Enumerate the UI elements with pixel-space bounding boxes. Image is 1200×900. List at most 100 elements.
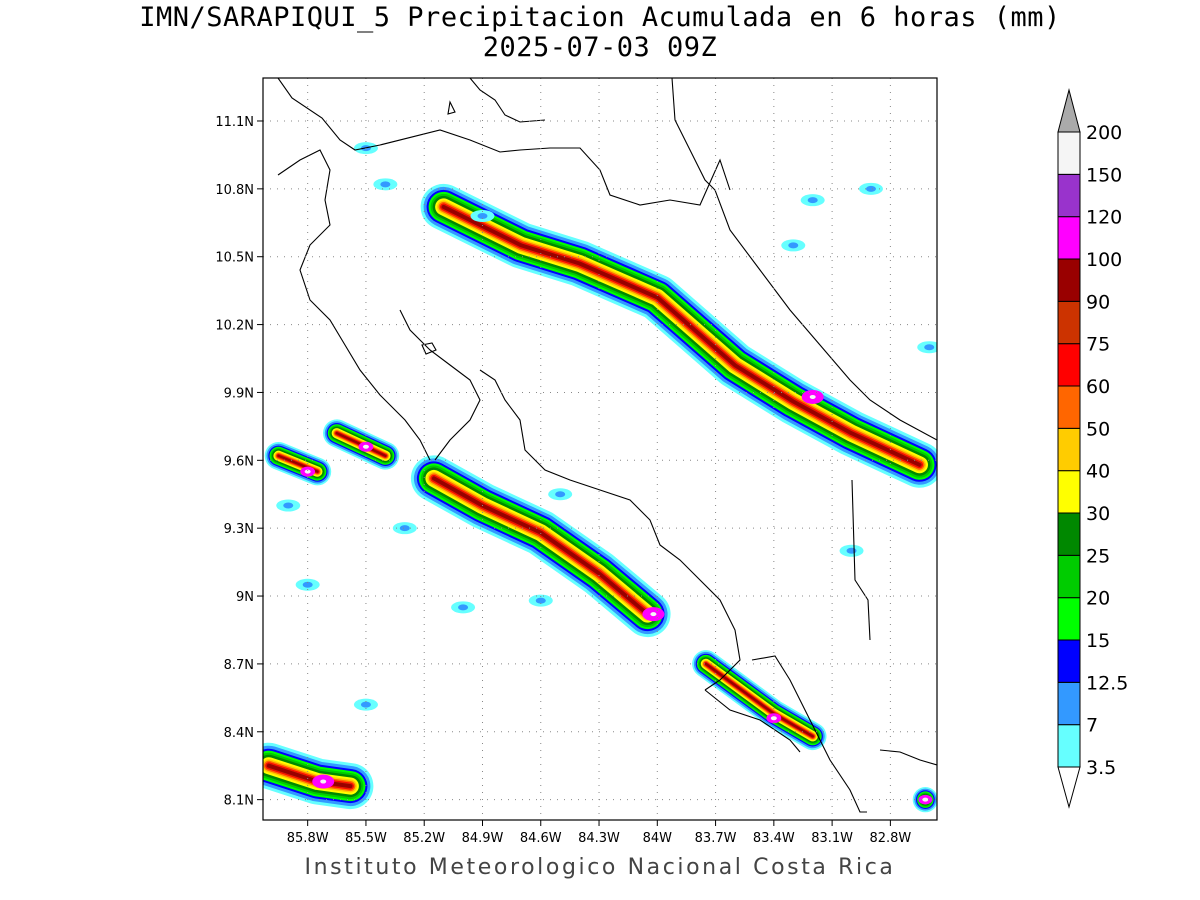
light-shower-core (302, 581, 313, 588)
light-shower-core (807, 197, 818, 204)
lon-tick-label: 84W (643, 831, 673, 846)
colorbar-label: 25 (1086, 545, 1110, 567)
colorbar-label: 40 (1086, 461, 1110, 483)
osa-coast (704, 689, 801, 753)
lake-island (447, 100, 456, 115)
lon-tick-label: 83.1W (811, 831, 853, 846)
nicoya-band-2 (322, 419, 400, 470)
lon-tick-label: 85.5W (345, 831, 387, 846)
colorbar-swatch (1057, 131, 1081, 175)
light-shower-core (924, 344, 935, 351)
colorbar-label: 15 (1086, 630, 1110, 652)
precip-peak-core (362, 444, 369, 449)
precip-peak-core (304, 469, 311, 474)
map-frame (262, 77, 938, 821)
lat-tick-label: 10.5N (215, 251, 254, 266)
precip-contour (431, 476, 650, 617)
light-shower-core (360, 701, 371, 708)
lat-tick-label: 9N (236, 590, 254, 605)
lat-tick-label: 10.2N (215, 319, 254, 334)
longitude-tick-labels: 85.8W 85.5W 85.2W 84.9W 84.6W 84.3W 84W 83.7W 83… (287, 820, 911, 846)
light-shower-core (555, 491, 566, 498)
precip-peak-core (922, 797, 929, 802)
colorbar-label: 7 (1086, 715, 1098, 737)
colorbar-label: 120 (1086, 207, 1122, 229)
colorbar-swatch (1057, 385, 1081, 429)
lon-tick-label: 84.6W (520, 831, 562, 846)
panama-border (851, 479, 871, 641)
caribbean-coast (671, 78, 937, 441)
colorbar-swatch (1057, 470, 1081, 514)
light-shower-core (865, 185, 876, 192)
lon-tick-label: 84.9W (462, 831, 504, 846)
precip-peak-core (650, 612, 657, 617)
colorbar-swatch (1057, 173, 1081, 218)
lat-tick-label: 8.4N (224, 726, 254, 741)
colorbar-label: 20 (1086, 588, 1110, 610)
central-pacific-coast (479, 369, 741, 691)
se-corner-cell (912, 786, 937, 813)
colorbar-label: 90 (1086, 291, 1110, 313)
precip-peak-core (770, 716, 777, 721)
lon-tick-label: 84.3W (578, 831, 620, 846)
colorbar-arrow-low (1057, 766, 1081, 809)
lat-tick-label: 9.6N (224, 454, 254, 469)
pacific-coast-north (277, 149, 431, 461)
lat-tick-label: 8.1N (224, 794, 254, 809)
colorbar-swatch (1057, 300, 1081, 345)
nicaragua-lake-shore (469, 78, 546, 123)
colorbar-swatch (1057, 639, 1081, 683)
light-shower-core (283, 502, 294, 509)
colorbar-arrow-high (1057, 88, 1081, 133)
colorbar-swatch (1057, 597, 1081, 641)
map-subtitle-time: 2025-07-03 09Z (482, 32, 718, 63)
colorbar-label: 100 (1086, 249, 1122, 271)
precip-peak-core (320, 779, 327, 784)
lat-tick-label: 10.8N (215, 183, 254, 198)
colorbar-label: 50 (1086, 418, 1110, 440)
coastline-borders (277, 78, 937, 813)
central-pacific-band (410, 455, 671, 638)
lat-tick-label: 11.1N (215, 115, 254, 130)
footer-credit: Instituto Meteorologico Nacional Costa R… (304, 855, 896, 880)
nicaragua-coast (277, 78, 731, 206)
lat-tick-label: 8.7N (224, 658, 254, 673)
latitude-tick-labels: 11.1N 10.8N 10.5N 10.2N 9.9N 9.6N 9.3N 9N 8.7N 8.… (215, 115, 263, 809)
precip-contour (441, 204, 922, 467)
light-shower-core (458, 604, 469, 611)
lon-tick-label: 82.8W (869, 831, 911, 846)
light-shower-core (788, 242, 799, 249)
map-title: IMN/SARAPIQUI_5 Precipitacion Acumulada … (139, 2, 1061, 33)
colorbar-label: 3.5 (1086, 757, 1116, 779)
light-shower-core (535, 597, 546, 604)
colorbar-label: 75 (1086, 334, 1110, 356)
light-shower-core (399, 525, 410, 532)
colorbar-swatch (1057, 258, 1081, 302)
colorbar-swatch (1057, 427, 1081, 472)
lon-tick-label: 83.7W (695, 831, 737, 846)
colorbar-swatch (1057, 554, 1081, 599)
precipitation-field (263, 142, 937, 813)
colorbar-swatch (1057, 512, 1081, 556)
southwest-cell (263, 742, 374, 810)
lon-tick-label: 85.8W (287, 831, 329, 846)
colorbar-label: 12.5 (1086, 672, 1128, 694)
light-shower-core (477, 212, 488, 219)
gulf-of-nicoya (399, 309, 481, 461)
colorbar-label: 30 (1086, 503, 1110, 525)
colorbar-label: 150 (1086, 164, 1122, 186)
colorbar-swatch (1057, 343, 1081, 387)
colorbar-swatch (1057, 216, 1081, 260)
lat-tick-label: 9.9N (224, 386, 254, 401)
colorbar-swatch (1057, 724, 1081, 768)
colorbar-label: 200 (1086, 122, 1122, 144)
northern-band (420, 183, 937, 488)
lat-tick-label: 9.3N (224, 522, 254, 537)
lon-tick-label: 83.4W (753, 831, 795, 846)
osa-cells (692, 650, 827, 751)
precip-peak-core (809, 394, 816, 399)
burica-peninsula (751, 655, 867, 813)
colorbar-swatch (1057, 681, 1081, 726)
lon-tick-label: 85.2W (403, 831, 445, 846)
